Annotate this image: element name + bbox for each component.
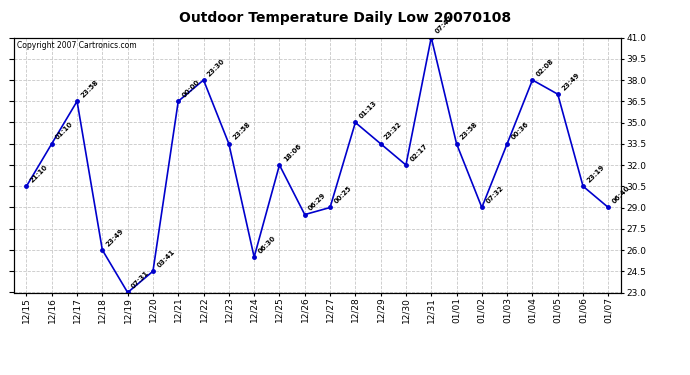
Text: 01:13: 01:13 bbox=[358, 100, 378, 120]
Text: 06:40: 06:40 bbox=[611, 185, 631, 205]
Text: 07:31: 07:31 bbox=[130, 270, 150, 290]
Text: 23:19: 23:19 bbox=[586, 164, 606, 183]
Text: 23:49: 23:49 bbox=[105, 227, 125, 247]
Text: Copyright 2007 Cartronics.com: Copyright 2007 Cartronics.com bbox=[17, 41, 137, 50]
Text: 06:29: 06:29 bbox=[308, 192, 327, 212]
Text: 00:00: 00:00 bbox=[181, 78, 201, 99]
Text: 23:58: 23:58 bbox=[232, 121, 251, 141]
Text: 18:06: 18:06 bbox=[282, 142, 302, 162]
Text: 01:10: 01:10 bbox=[55, 121, 75, 141]
Text: 23:30: 23:30 bbox=[206, 57, 226, 77]
Text: 07:47: 07:47 bbox=[434, 15, 454, 35]
Text: 02:08: 02:08 bbox=[535, 57, 555, 77]
Text: 02:17: 02:17 bbox=[408, 142, 428, 162]
Text: 23:32: 23:32 bbox=[384, 121, 403, 141]
Text: 03:41: 03:41 bbox=[156, 248, 176, 268]
Text: 00:36: 00:36 bbox=[510, 121, 530, 141]
Text: 06:30: 06:30 bbox=[257, 234, 277, 254]
Text: 23:58: 23:58 bbox=[80, 79, 99, 99]
Text: 23:49: 23:49 bbox=[560, 71, 580, 92]
Text: 23:58: 23:58 bbox=[460, 121, 479, 141]
Text: 00:25: 00:25 bbox=[333, 185, 353, 205]
Text: 07:32: 07:32 bbox=[484, 185, 504, 205]
Text: Outdoor Temperature Daily Low 20070108: Outdoor Temperature Daily Low 20070108 bbox=[179, 11, 511, 25]
Text: 21:10: 21:10 bbox=[29, 164, 49, 183]
